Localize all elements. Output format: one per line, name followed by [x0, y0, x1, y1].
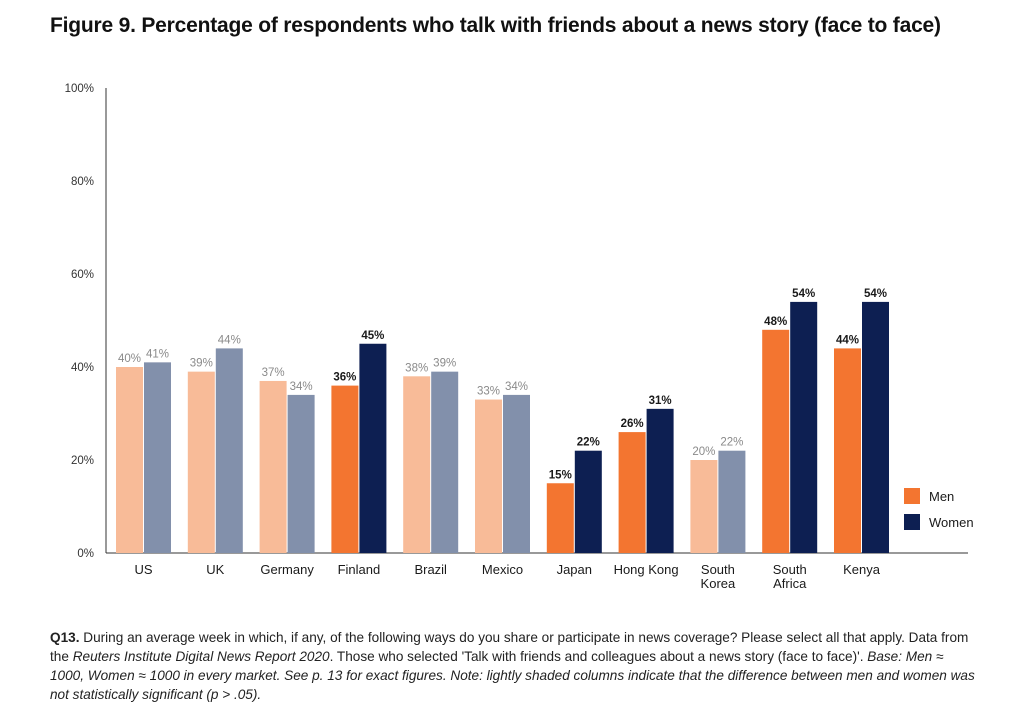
data-label: 15%: [549, 469, 572, 481]
y-tick-label: 40%: [71, 362, 94, 374]
data-label: 34%: [505, 381, 528, 393]
bar-women: [503, 394, 530, 553]
data-label: 48%: [764, 316, 787, 328]
bar-women: [718, 450, 746, 553]
bar-women: [215, 348, 243, 553]
bar-men: [331, 385, 359, 553]
data-label: 44%: [218, 334, 241, 346]
bar-women: [431, 371, 459, 553]
data-label: 44%: [836, 334, 859, 346]
y-tick-label: 100%: [65, 83, 94, 95]
y-axis: 0% 20% 40% 60% 80% 100%: [65, 83, 968, 560]
chart-title: Figure 9. Percentage of respondents who …: [50, 14, 941, 37]
data-label: 36%: [333, 372, 356, 384]
data-labels: 40% 41% 39% 44% 37% 34% 36% 45% 38% 39% 33% 34% 15% 2…: [118, 288, 887, 481]
bars: [116, 301, 889, 553]
bar-women: [144, 362, 171, 553]
data-label: 22%: [720, 437, 743, 449]
bar-men: [762, 329, 790, 553]
x-tick-label: Finland: [338, 562, 381, 577]
y-tick-label: 20%: [71, 455, 94, 467]
legend-item-women: Women: [904, 509, 974, 535]
bar-men: [259, 380, 287, 553]
footnote-base: Base: Men ≈ 1000, Women ≈ 1000 in every …: [50, 649, 975, 702]
footnote-text-2: . Those who selected 'Talk with friends …: [329, 649, 868, 664]
data-label: 54%: [864, 288, 887, 300]
x-tick-label: Brazil: [414, 562, 447, 577]
x-tick-label: South: [701, 562, 735, 577]
x-tick-label: Mexico: [482, 562, 523, 577]
legend: Men Women: [904, 483, 974, 535]
x-tick-label: US: [134, 562, 152, 577]
bar-men: [116, 367, 143, 553]
data-label: 33%: [477, 386, 500, 398]
bar-women: [790, 301, 818, 553]
bar-men: [690, 460, 718, 553]
legend-swatch-men: [904, 488, 920, 504]
data-label: 45%: [361, 330, 384, 342]
bar-women: [646, 408, 674, 553]
footnote-question: Q13.: [50, 630, 80, 645]
bar-men: [618, 432, 646, 553]
legend-label-women: Women: [929, 514, 974, 530]
data-label: 20%: [692, 446, 715, 458]
bar-women: [574, 450, 602, 553]
x-tick-label: Hong Kong: [614, 562, 679, 577]
data-label: 37%: [262, 367, 285, 379]
bar-women: [359, 343, 387, 553]
legend-swatch-women: [904, 514, 920, 530]
bar-men: [834, 348, 861, 553]
y-tick-label: 80%: [71, 176, 94, 188]
data-label: 34%: [290, 381, 313, 393]
footnote: Q13. During an average week in which, if…: [50, 628, 980, 704]
y-tick-label: 0%: [77, 548, 94, 560]
bar-women: [862, 301, 889, 553]
data-label: 39%: [190, 358, 213, 370]
data-label: 41%: [146, 348, 169, 360]
bar-women: [287, 394, 315, 553]
bar-men: [475, 399, 502, 553]
data-label: 22%: [577, 437, 600, 449]
y-tick-label: 60%: [71, 269, 94, 281]
data-label: 54%: [792, 288, 815, 300]
footnote-text-1: During an average week in which, if any,…: [50, 630, 969, 664]
x-tick-label: Germany: [260, 562, 314, 577]
x-tick-label: Africa: [773, 576, 807, 591]
x-axis: US UK Germany Finland Brazil Mexico Japan Hong …: [134, 562, 880, 591]
bar-chart: 0% 20% 40% 60% 80% 100% 40% 41% 39% 44% 37% 34% 36%…: [65, 83, 968, 591]
x-tick-label: UK: [206, 562, 224, 577]
bar-men: [403, 376, 431, 553]
data-label: 26%: [621, 418, 644, 430]
legend-label-men: Men: [929, 488, 955, 504]
legend-item-men: Men: [904, 483, 974, 509]
data-label: 38%: [405, 362, 428, 374]
data-label: 31%: [649, 395, 672, 407]
x-tick-label: Kenya: [843, 562, 881, 577]
x-tick-label: South: [773, 562, 807, 577]
x-tick-label: Korea: [701, 576, 736, 591]
footnote-source: Reuters Institute Digital News Report 20…: [72, 649, 330, 664]
x-tick-label: Japan: [557, 562, 592, 577]
bar-men: [187, 371, 215, 553]
data-label: 39%: [433, 358, 456, 370]
data-label: 40%: [118, 353, 141, 365]
bar-men: [546, 483, 574, 553]
